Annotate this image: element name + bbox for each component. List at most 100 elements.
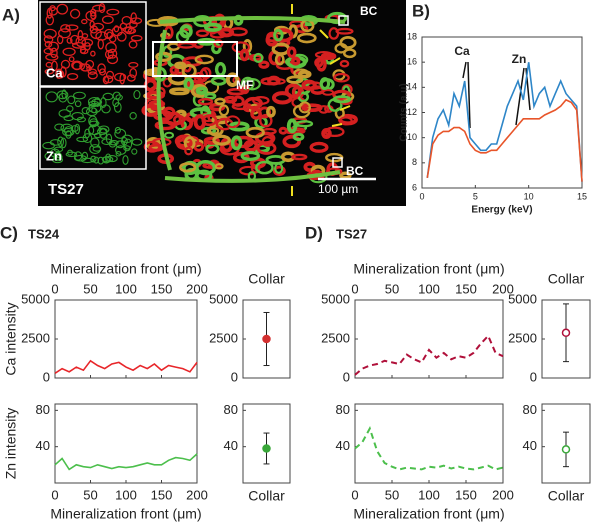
- tissue: [106, 54, 119, 65]
- x-tick-label: 50: [83, 487, 97, 502]
- x-axis-label: Mineralization front (μm): [353, 506, 504, 522]
- tissue: [297, 32, 317, 44]
- tissue: [301, 79, 317, 91]
- tissue: [284, 83, 302, 99]
- data-line: [426, 62, 583, 182]
- y-tick-label: 40: [224, 438, 238, 453]
- tissue: [266, 105, 276, 118]
- tissue: [126, 74, 136, 82]
- tissue: [115, 151, 122, 157]
- tissue: [240, 86, 250, 95]
- x-tick-label: 0: [351, 281, 358, 296]
- marker: [561, 328, 571, 338]
- tissue: [286, 75, 304, 84]
- tissue: [129, 111, 137, 120]
- tissue: [342, 48, 357, 59]
- tissue: [65, 151, 78, 158]
- tissue: [67, 95, 76, 105]
- x-tick-label: 50: [83, 281, 97, 296]
- tissue: [155, 51, 173, 62]
- tissue: [92, 4, 105, 12]
- y-tick-label: 80: [224, 402, 238, 417]
- inset-frame: [39, 1, 147, 87]
- tissue: [60, 137, 67, 149]
- x-axis-label: Energy (keV): [471, 205, 532, 216]
- tissue-edge: [164, 170, 341, 183]
- tissue: [81, 33, 89, 39]
- tissue: [195, 160, 217, 176]
- data-line: [354, 334, 504, 376]
- tissue: [218, 104, 230, 117]
- tissue: [319, 77, 331, 90]
- x-tick-label: 150: [455, 281, 477, 296]
- x-tick-label: 150: [151, 487, 173, 502]
- tissue: [286, 118, 298, 134]
- tissue: [131, 138, 143, 146]
- x-axis-label: Collar: [548, 488, 585, 504]
- tissue: [88, 124, 101, 136]
- tissue: [290, 56, 301, 66]
- x-axis-label: Mineralization front (μm): [50, 506, 201, 522]
- y-tick-label: 80: [523, 402, 537, 417]
- arrows: [291, 4, 351, 196]
- tissue: [195, 86, 208, 95]
- tissue: [85, 107, 98, 117]
- sample-label: TS27: [336, 226, 367, 241]
- tissue: [52, 156, 64, 164]
- tissue: [204, 22, 222, 32]
- tissue: [195, 29, 210, 38]
- x-tick-label: 100: [418, 281, 440, 296]
- tissue: [51, 60, 58, 72]
- tissue: [65, 130, 72, 139]
- tissue: [128, 62, 139, 68]
- mf-label: MF: [236, 78, 253, 92]
- tissue: [43, 35, 54, 44]
- bc-box: [332, 157, 343, 168]
- marker: [262, 444, 271, 453]
- tissue: [245, 126, 265, 139]
- tissue: [89, 144, 101, 155]
- tissue: [74, 123, 81, 135]
- bc-label: BC: [360, 4, 378, 18]
- tissue: [119, 22, 128, 30]
- tissue: [66, 37, 73, 44]
- tissue: [76, 136, 89, 143]
- tissue: [101, 104, 111, 114]
- tissue: [324, 126, 345, 138]
- tissue: [97, 63, 106, 74]
- x-tick-label: 200: [492, 487, 514, 502]
- tissue: [184, 146, 193, 156]
- tissue: [174, 61, 187, 70]
- tissue: [89, 20, 95, 29]
- tissue: [128, 40, 138, 49]
- tissue: [267, 75, 281, 86]
- tissue: [65, 24, 79, 31]
- tissue: [79, 46, 87, 54]
- tissue: [68, 56, 75, 63]
- tissue: [73, 154, 87, 162]
- tissue: [173, 114, 185, 125]
- tissue: [286, 46, 297, 59]
- tissue: [255, 160, 274, 175]
- tissue: [244, 96, 263, 110]
- tissue: [105, 153, 112, 163]
- tissue: [76, 116, 86, 123]
- tissue: [320, 52, 337, 61]
- tissue: [210, 76, 227, 86]
- tissue: [309, 141, 329, 153]
- tissue: [211, 43, 222, 55]
- y-tick-label: 0: [530, 369, 537, 384]
- tissue: [90, 28, 102, 40]
- tissue: [339, 59, 350, 68]
- x-tick-label: 0: [51, 487, 58, 502]
- tissue: [338, 116, 353, 126]
- tissue: [56, 35, 64, 45]
- plot-frame: [354, 403, 504, 484]
- tissue: [69, 34, 80, 45]
- tissue: [115, 94, 123, 101]
- mf-box: [152, 41, 238, 77]
- tissue: [214, 97, 226, 106]
- tissue: [291, 153, 308, 161]
- x-axis-label: Collar: [248, 488, 285, 504]
- tissue: [108, 34, 117, 43]
